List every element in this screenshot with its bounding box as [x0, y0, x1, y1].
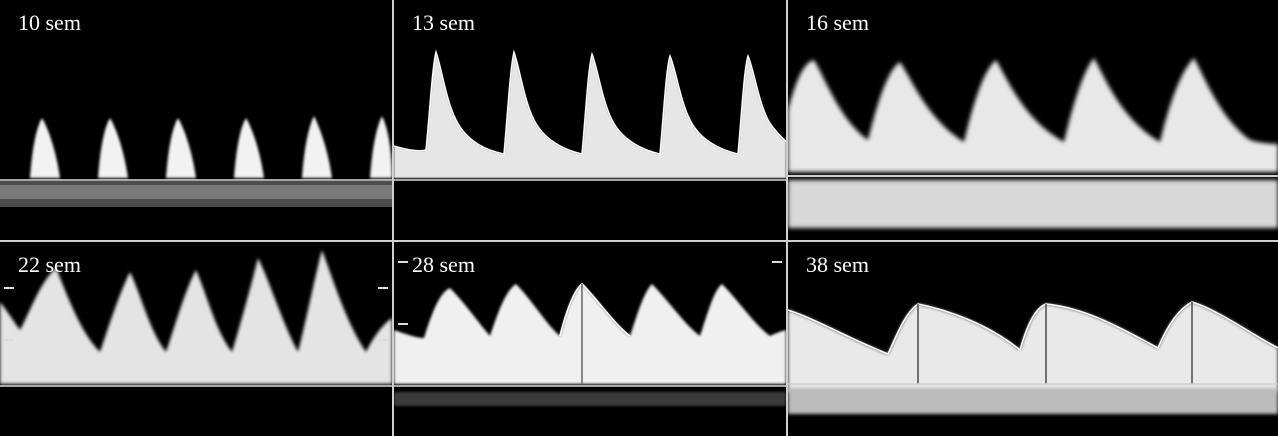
separator-vertical-1 — [392, 0, 394, 436]
panel-label: 10 sem — [18, 10, 81, 35]
waveform-10-sem — [0, 116, 392, 207]
waveform-16-sem — [788, 58, 1278, 228]
panel-label: 38 sem — [806, 252, 869, 277]
panel-10-sem: 10 sem — [0, 0, 392, 240]
panel-label: 13 sem — [412, 10, 475, 35]
panel-16-sem: 16 sem — [788, 0, 1278, 240]
waveform-28-sem — [394, 261, 786, 406]
panel-13-sem: 13 sem — [394, 0, 786, 240]
waveform-38-sem — [788, 301, 1278, 414]
panel-38-sem: 38 sem — [788, 242, 1278, 436]
separator-vertical-2 — [786, 0, 788, 436]
panel-label: 22 sem — [18, 252, 81, 277]
separator-horizontal — [0, 240, 1278, 242]
panel-22-sem: 22 sem — [0, 242, 392, 436]
waveform-22-sem — [0, 250, 392, 387]
waveform-13-sem — [394, 49, 786, 181]
panel-28-sem: 28 sem — [394, 242, 786, 436]
panel-label: 28 sem — [412, 252, 475, 277]
panel-label: 16 sem — [806, 10, 869, 35]
